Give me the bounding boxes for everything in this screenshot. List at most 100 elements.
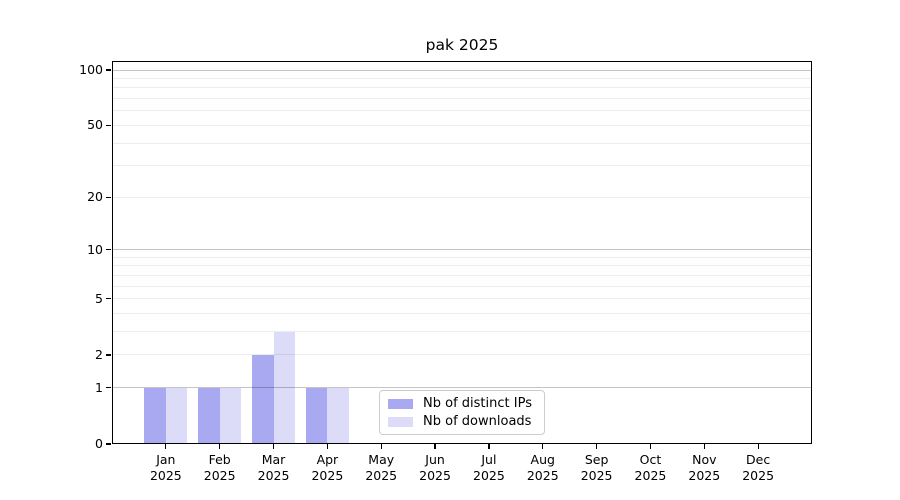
y-tick-label: 1 <box>95 379 103 395</box>
y-tick-label: 20 <box>87 189 103 205</box>
gridline-minor <box>112 265 812 267</box>
plot-area: 0 1 2 5 10 20 50 100 Jan 2025 Feb 2025 Mar 2025 Apr 202… <box>79 61 812 483</box>
gridline-minor <box>112 165 812 167</box>
legend: Nb of distinct IPs Nb of downloads <box>379 390 545 435</box>
x-tick <box>272 444 275 449</box>
x-tick-month: Nov <box>692 452 717 467</box>
x-tick <box>757 444 759 449</box>
y-tick-label: 5 <box>95 290 103 306</box>
x-tick-month: Dec <box>746 452 771 467</box>
x-tick-label: Dec 2025 <box>728 452 788 484</box>
y-tick-label: 50 <box>87 117 103 133</box>
x-tick <box>542 444 544 449</box>
y-tick <box>106 249 111 251</box>
x-tick-year: 2025 <box>473 468 505 483</box>
x-tick-label: Mar 2025 <box>244 452 304 484</box>
x-tick <box>703 444 705 449</box>
ticks-layer: 0 1 2 5 10 20 50 100 Jan 2025 Feb 2025 Mar 2025 Apr 202… <box>79 61 812 483</box>
x-tick-label: Oct 2025 <box>620 452 680 484</box>
legend-swatch-distinct-ips <box>388 398 414 409</box>
bar-downloads <box>273 331 296 444</box>
x-tick <box>326 444 329 449</box>
x-tick-label: Aug 2025 <box>513 452 573 484</box>
x-tick-year: 2025 <box>311 468 344 483</box>
y-tick <box>106 443 111 445</box>
y-tick <box>106 387 111 389</box>
y-tick <box>106 69 111 71</box>
x-tick-month: Jun <box>425 452 445 467</box>
gridline-minor <box>112 196 812 198</box>
x-tick <box>434 444 436 449</box>
legend-label-distinct-ips: Nb of distinct IPs <box>423 396 532 411</box>
chart-title: pak 2025 <box>425 36 499 54</box>
bar-distinct-ips <box>198 387 220 444</box>
gridline-minor <box>112 256 812 258</box>
x-tick-month: Apr <box>316 452 339 467</box>
x-tick <box>219 444 221 449</box>
gridline-minor <box>112 87 812 89</box>
x-tick-label: Apr 2025 <box>297 452 357 484</box>
gridline-minor <box>112 142 812 144</box>
x-tick-year: 2025 <box>634 468 667 483</box>
gridline-major <box>112 69 812 71</box>
y-tick <box>106 354 111 356</box>
x-tick-year: 2025 <box>203 468 236 483</box>
bars-layer <box>112 61 812 444</box>
x-tick-month: May <box>368 452 395 467</box>
x-tick-month: Mar <box>261 452 286 467</box>
x-tick-label: Feb 2025 <box>190 452 250 484</box>
x-tick-year: 2025 <box>257 468 290 483</box>
y-tick-label: 10 <box>87 241 103 257</box>
gridline-minor <box>112 110 812 112</box>
x-tick-month: Oct <box>639 452 662 467</box>
x-tick <box>380 444 382 449</box>
gridline-major <box>112 249 812 251</box>
gridline-minor <box>112 298 812 300</box>
x-tick-label: Nov 2025 <box>674 452 734 484</box>
gridline-minor <box>112 331 812 333</box>
x-tick-label: May 2025 <box>351 452 411 484</box>
x-tick <box>488 444 490 449</box>
x-tick-year: 2025 <box>688 468 721 483</box>
x-tick <box>595 444 598 449</box>
gridline-minor <box>112 354 812 356</box>
x-tick-month: Feb <box>208 452 231 467</box>
gridline-major <box>112 387 812 389</box>
bar-downloads <box>219 387 242 444</box>
x-tick-year: 2025 <box>149 468 182 483</box>
x-tick <box>165 444 167 449</box>
x-tick-year: 2025 <box>526 468 559 483</box>
x-tick-year: 2025 <box>365 468 398 483</box>
y-tick-label: 0 <box>95 436 103 451</box>
x-tick-month: Aug <box>530 452 555 467</box>
y-tick <box>106 124 111 127</box>
gridline-minor <box>112 124 812 126</box>
legend-label-downloads: Nb of downloads <box>423 414 532 429</box>
gridline-minor <box>112 98 812 100</box>
y-tick <box>106 196 111 198</box>
x-tick-year: 2025 <box>742 468 775 483</box>
x-tick-label: Jun 2025 <box>405 452 465 484</box>
gridline-minor <box>112 313 812 315</box>
legend-swatch-downloads <box>388 416 414 427</box>
grid-layer <box>112 61 812 444</box>
gridline-minor <box>112 285 812 287</box>
x-tick-year: 2025 <box>580 468 613 483</box>
x-tick-label: Jul 2025 <box>459 452 519 484</box>
legend-item-downloads: Nb of downloads <box>388 414 532 429</box>
x-tick-year: 2025 <box>419 468 451 483</box>
gridline-minor <box>112 78 812 80</box>
bar-distinct-ips <box>252 354 274 444</box>
y-tick <box>106 298 111 300</box>
x-tick-month: Jan <box>156 452 176 467</box>
y-tick-label: 100 <box>79 62 103 78</box>
gridline-minor <box>112 275 812 277</box>
x-tick-month: Jul <box>481 452 497 467</box>
x-tick-month: Sep <box>584 452 609 467</box>
bar-downloads <box>327 387 349 444</box>
legend-item-distinct-ips: Nb of distinct IPs <box>388 396 532 411</box>
bar-downloads <box>165 387 188 444</box>
x-tick-label: Jan 2025 <box>136 452 196 484</box>
bar-distinct-ips <box>144 387 166 444</box>
